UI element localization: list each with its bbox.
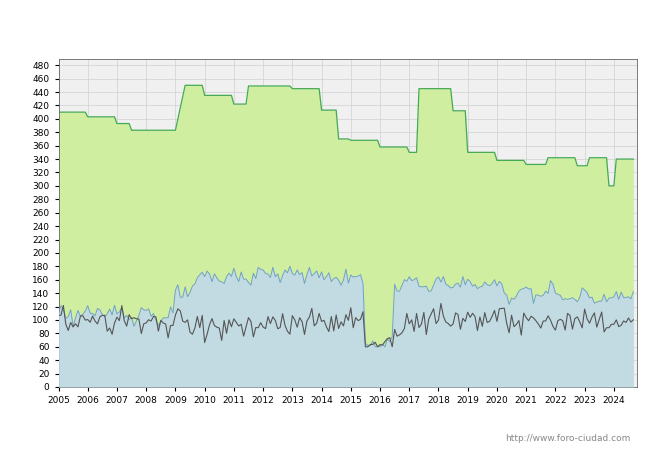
- Text: Ojós  -  Evolucion de la poblacion en edad de Trabajar Septiembre de 2024: Ojós - Evolucion de la poblacion en edad…: [90, 18, 560, 31]
- Text: foro-ciudad.com: foro-ciudad.com: [246, 276, 450, 301]
- Text: http://www.foro-ciudad.com: http://www.foro-ciudad.com: [505, 434, 630, 443]
